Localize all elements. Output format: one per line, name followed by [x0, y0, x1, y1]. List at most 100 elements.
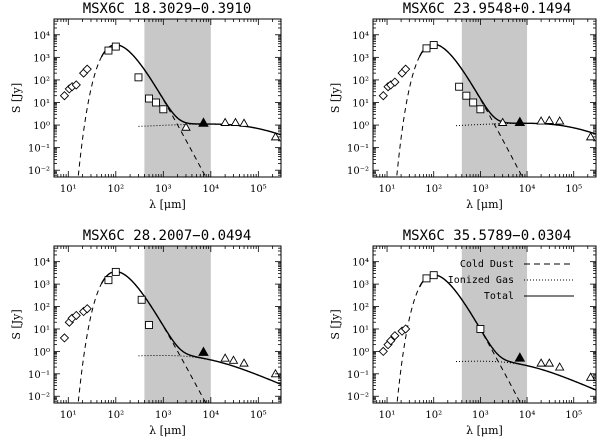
shaded-band — [144, 246, 211, 403]
total-curve — [419, 274, 596, 391]
x-tick-label: 10⁴ — [519, 184, 536, 195]
x-axis-label: λ [μm] — [466, 424, 503, 437]
y-tick-label: 10³ — [33, 280, 50, 291]
data-point-diamond — [71, 310, 81, 321]
data-point-triangle — [239, 118, 249, 127]
y-tick-label: 10⁻² — [28, 392, 50, 403]
data-point-filled-triangle — [198, 346, 209, 356]
data-point-triangle — [220, 117, 230, 126]
x-axis-label: λ [μm] — [466, 198, 503, 211]
x-tick-label: 10³ — [472, 410, 489, 421]
y-tick-label: 10⁴ — [352, 258, 369, 269]
data-point-square — [429, 41, 438, 50]
data-point-square — [422, 44, 431, 53]
data-point-square — [422, 274, 431, 283]
data-point-filled-triangle — [514, 116, 526, 126]
panel-title: MSX6C 23.9548+0.1494 — [403, 1, 572, 17]
shaded-band — [144, 19, 211, 177]
x-axis-label: λ [μm] — [149, 424, 186, 437]
shaded-band — [461, 19, 528, 177]
panel-title: MSX6C 35.5789−0.0304 — [403, 228, 572, 244]
data-point-square — [469, 98, 478, 107]
data-point-triangle — [228, 355, 239, 364]
data-point-diamond — [59, 333, 70, 343]
plot-frame — [372, 18, 597, 178]
data-point-triangle — [497, 117, 508, 126]
x-tick-label: 10⁵ — [250, 184, 267, 195]
data-point-triangle — [181, 122, 191, 131]
data-point-triangle — [544, 358, 555, 367]
x-tick-label: 10² — [107, 410, 124, 421]
data-point-diamond — [400, 324, 411, 334]
y-tick-label: 10⁻² — [347, 392, 369, 403]
data-point-square — [476, 105, 485, 114]
x-tick-label: 10² — [107, 184, 124, 195]
shaded-band — [461, 246, 528, 403]
y-tick-label: 10⁰ — [352, 347, 369, 358]
x-tick-label: 10¹ — [60, 184, 77, 195]
total-curve — [419, 43, 596, 135]
y-tick-label: 10¹ — [33, 325, 50, 336]
x-tick-label: 10⁴ — [202, 410, 219, 421]
ionized-gas-curve — [455, 122, 523, 127]
x-tick-label: 10⁴ — [202, 184, 219, 195]
legend-label: Ionized Gas — [448, 275, 514, 286]
legend-label: Total — [484, 291, 514, 302]
data-point-triangle — [239, 358, 249, 367]
y-tick-label: 10⁻² — [28, 166, 50, 177]
data-point-square — [429, 271, 438, 280]
y-tick-label: 10⁴ — [33, 31, 50, 42]
panel-title: MSX6C 18.3029−0.3910 — [83, 1, 252, 17]
y-tick-label: 10³ — [352, 53, 369, 64]
y-tick-label: 10² — [33, 76, 50, 87]
x-tick-label: 10² — [425, 184, 442, 195]
data-point-diamond — [59, 91, 70, 101]
data-point-triangle — [585, 372, 596, 381]
data-point-square — [462, 91, 471, 100]
x-tick-label: 10³ — [472, 184, 489, 195]
y-tick-label: 10⁴ — [33, 258, 50, 269]
y-tick-label: 10² — [33, 303, 50, 314]
y-tick-label: 10¹ — [352, 98, 369, 109]
x-tick-label: 10¹ — [379, 184, 396, 195]
plot-frame — [372, 245, 597, 404]
legend-label: Cold Dust — [460, 259, 514, 270]
legend: Cold Dust Ionized Gas Total — [448, 259, 574, 302]
y-tick-label: 10⁰ — [352, 121, 369, 132]
y-tick-label: 10⁻¹ — [28, 144, 50, 155]
data-point-diamond — [82, 64, 92, 74]
y-axis-label: S [Jy] — [329, 83, 342, 113]
data-point-square — [111, 42, 120, 51]
y-tick-label: 10² — [352, 303, 369, 314]
y-tick-label: 10² — [352, 76, 369, 87]
data-point-square — [104, 276, 113, 285]
data-point-diamond — [390, 77, 400, 87]
data-point-triangle — [536, 358, 546, 367]
y-tick-label: 10⁻¹ — [347, 144, 369, 155]
x-tick-label: 10¹ — [379, 410, 396, 421]
data-point-diamond — [378, 91, 388, 101]
x-tick-label: 10⁵ — [565, 184, 582, 195]
y-tick-label: 10⁻¹ — [28, 370, 50, 381]
data-point-diamond — [71, 80, 81, 90]
data-point-square — [137, 295, 146, 304]
data-point-triangle — [554, 116, 565, 125]
sed-panel-2: 10¹ 10² 10³ 10⁴ 10⁵ 10⁻² 10⁻¹ 10⁰ 10¹ 10² 10³ 10⁴ λ … — [329, 1, 597, 211]
y-tick-label: 10¹ — [33, 98, 50, 109]
y-tick-label: 10⁻² — [347, 166, 369, 177]
y-axis-label: S [Jy] — [329, 309, 342, 339]
y-axis-label: S [Jy] — [10, 83, 23, 113]
data-point-diamond — [390, 331, 400, 341]
x-tick-label: 10² — [425, 410, 442, 421]
data-point-triangle — [536, 116, 546, 125]
x-tick-label: 10¹ — [60, 410, 77, 421]
y-tick-label: 10¹ — [352, 325, 369, 336]
ionized-gas-curve — [455, 360, 523, 366]
y-tick-label: 10⁰ — [33, 347, 50, 358]
data-point-diamond — [400, 64, 411, 74]
data-point-triangle — [554, 362, 565, 371]
data-point-square — [111, 267, 120, 276]
plot-frame — [53, 18, 282, 178]
data-point-diamond — [82, 304, 92, 314]
